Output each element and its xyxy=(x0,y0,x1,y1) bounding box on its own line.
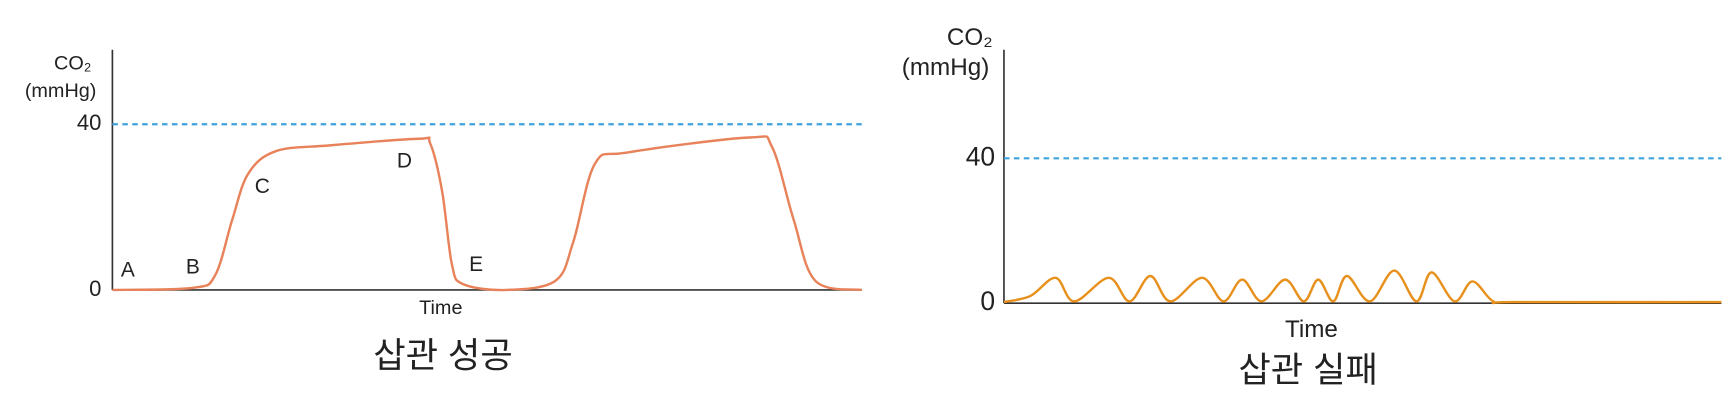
x-axis-label: Time xyxy=(419,297,462,319)
y-tick-label: 40 xyxy=(77,110,102,135)
caption: 삽관 성공 xyxy=(373,337,513,376)
y-tick-label: 0 xyxy=(980,286,995,316)
y-axis-label: CO₂ xyxy=(947,24,993,51)
phase-label: E xyxy=(469,253,483,276)
phase-label: B xyxy=(186,255,200,278)
y-axis-label: (mmHg) xyxy=(25,80,97,102)
y-tick-label: 0 xyxy=(89,276,101,301)
waveform xyxy=(1003,269,1722,305)
y-tick-label: 40 xyxy=(966,141,995,171)
y-axis-label: (mmHg) xyxy=(902,54,990,81)
waveform xyxy=(112,135,863,292)
phase-label: C xyxy=(255,175,270,198)
y-axis-label: CO₂ xyxy=(54,52,91,74)
x-axis-label: Time xyxy=(1285,316,1338,343)
phase-label: D xyxy=(397,150,412,173)
phase-label: A xyxy=(121,259,135,282)
caption: 삽관 실패 xyxy=(1238,351,1378,390)
